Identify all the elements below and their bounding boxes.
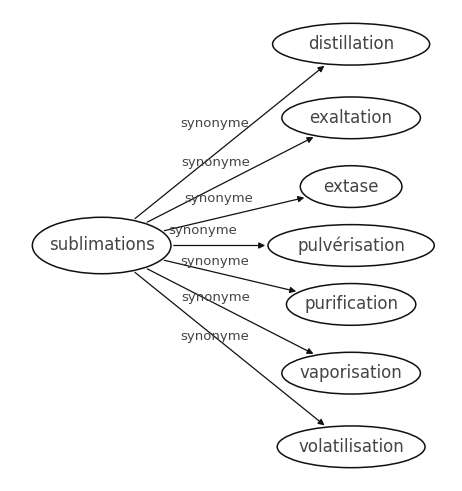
Text: vaporisation: vaporisation	[300, 364, 402, 382]
Text: synonyme: synonyme	[181, 156, 250, 169]
Text: extase: extase	[323, 178, 379, 195]
Text: volatilisation: volatilisation	[298, 438, 404, 456]
Text: synonyme: synonyme	[181, 291, 250, 304]
Text: sublimations: sublimations	[49, 237, 155, 254]
Text: purification: purification	[304, 296, 398, 313]
Text: synonyme: synonyme	[181, 330, 249, 343]
Text: pulvérisation: pulvérisation	[297, 236, 405, 255]
Text: synonyme: synonyme	[169, 224, 237, 237]
Text: synonyme: synonyme	[184, 191, 253, 205]
Text: synonyme: synonyme	[180, 255, 249, 268]
Text: distillation: distillation	[308, 35, 394, 53]
Text: exaltation: exaltation	[310, 109, 393, 127]
Text: synonyme: synonyme	[181, 117, 249, 130]
